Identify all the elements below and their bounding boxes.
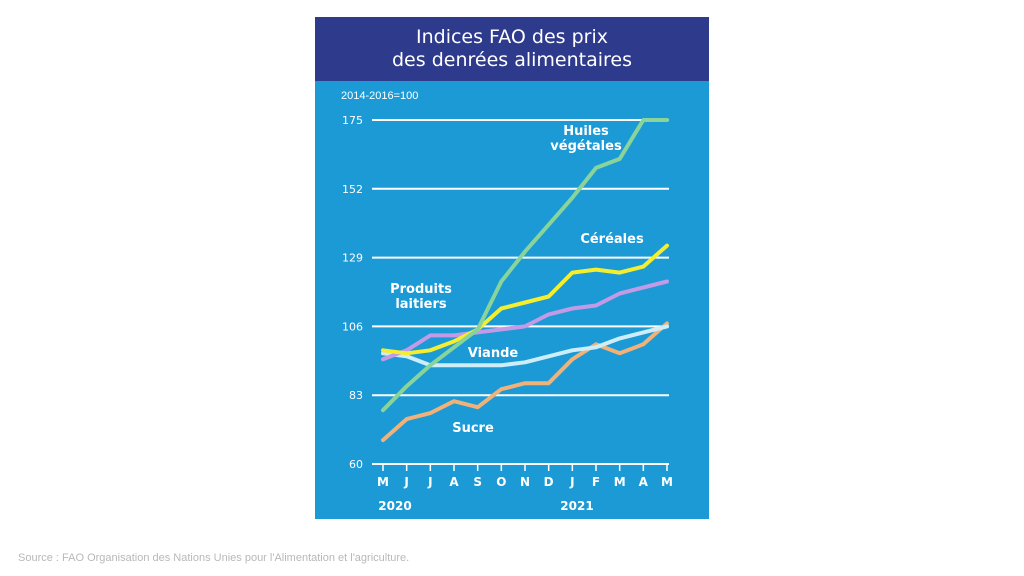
series-label-huiles: Huiles <box>563 124 609 139</box>
series-label-huiles: végétales <box>550 139 622 154</box>
x-tick-label: N <box>520 475 530 489</box>
series-line-sucre <box>381 321 669 443</box>
x-tick-label: D <box>544 475 554 489</box>
chart-title-line-2: des denrées alimentaires <box>392 49 632 71</box>
series-label-laitiers: laitiers <box>395 297 447 312</box>
y-tick-label: 175 <box>342 114 363 127</box>
series-label-cereales: Céréales <box>580 232 644 247</box>
series-line-huiles <box>381 118 669 413</box>
chart-title: Indices FAO des prix des denrées aliment… <box>315 17 709 81</box>
x-tick-label: M <box>614 475 626 489</box>
x-tick-label: M <box>377 475 389 489</box>
x-tick-label: A <box>639 475 649 489</box>
y-tick-label: 60 <box>349 458 363 471</box>
x-tick-label: F <box>592 475 600 489</box>
x-tick-label: M <box>661 475 673 489</box>
year-label-2021: 2021 <box>560 499 593 513</box>
series-label-laitiers: Produits <box>390 282 452 297</box>
base-index-note: 2014-2016=100 <box>341 90 419 102</box>
x-tick-label: O <box>496 475 506 489</box>
x-tick-label: J <box>427 475 432 489</box>
series-label-sucre: Sucre <box>452 421 494 436</box>
chart-panel: 60 83 106 129 152 175 M J J A S O N D J F M A M 2020 2021 Hui… <box>315 17 709 519</box>
chart-title-line-1: Indices FAO des prix <box>416 26 608 48</box>
x-tick-label: S <box>473 475 482 489</box>
source-note: Source : FAO Organisation des Nations Un… <box>18 552 410 564</box>
series-line-laitiers <box>381 279 669 362</box>
series-line-cereales <box>381 243 669 356</box>
y-tick-label: 152 <box>342 183 363 196</box>
year-label-2020: 2020 <box>378 499 411 513</box>
x-tick-label: A <box>449 475 459 489</box>
x-tick-label: J <box>403 475 408 489</box>
y-tick-label: 106 <box>342 320 363 333</box>
x-tick-label: J <box>569 475 574 489</box>
y-tick-label: 129 <box>342 252 363 265</box>
y-tick-label: 83 <box>349 389 363 402</box>
series-line-viande <box>381 324 669 368</box>
series-label-viande: Viande <box>468 346 519 361</box>
